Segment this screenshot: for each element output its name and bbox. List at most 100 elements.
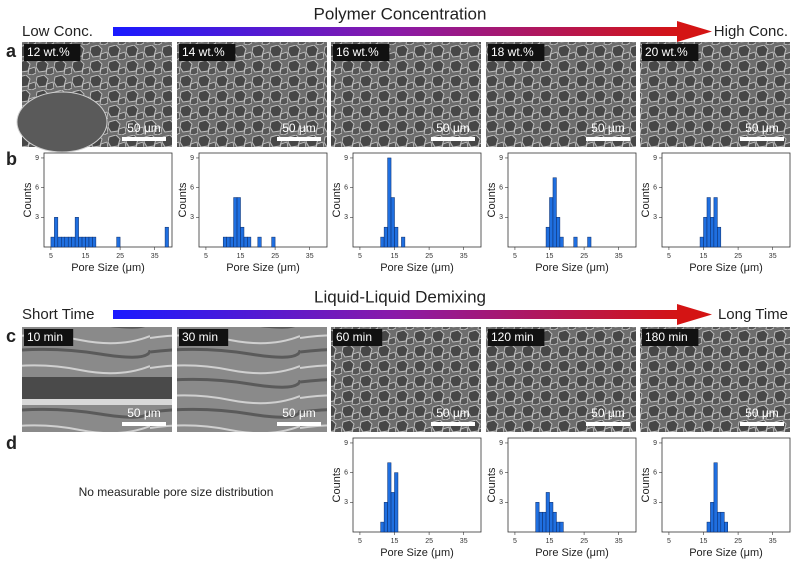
bar [78, 236, 83, 248]
image-label-bg [333, 329, 383, 346]
header-right: Long Time [718, 306, 788, 323]
x-axis-label: Pore Size (μm) [71, 262, 145, 274]
bar [50, 236, 55, 248]
image-label: 12 wt.% [27, 45, 70, 59]
bar [556, 217, 561, 248]
x-tick-label: 5 [513, 253, 517, 260]
plot-frame [43, 152, 173, 248]
image-label-bg [488, 44, 545, 61]
bar [383, 226, 388, 248]
y-tick-label: 3 [653, 214, 657, 221]
bar [587, 236, 592, 248]
sem-image: 12 wt.% 50 μm [16, 42, 172, 153]
bar [710, 502, 715, 533]
bar [542, 511, 547, 533]
scale-label: 50 μm [745, 406, 779, 420]
histogram: 5 15 25 35 3 6 9 Pore Size (μm) Counts [640, 437, 791, 559]
bar [538, 511, 543, 533]
bar [706, 197, 711, 248]
scale-label: 50 μm [591, 121, 625, 135]
bar [67, 236, 72, 248]
image-label-bg [642, 44, 699, 61]
x-tick-label: 25 [734, 253, 742, 260]
sem-image: 10 min 50 μm [22, 327, 172, 432]
bar [240, 226, 245, 248]
bar [724, 521, 728, 533]
bar [61, 236, 66, 248]
plot-frame [507, 152, 637, 248]
y-tick-label: 6 [344, 184, 348, 191]
x-tick-label: 15 [546, 253, 554, 260]
x-tick-label: 35 [769, 538, 777, 545]
y-tick-label: 3 [35, 214, 39, 221]
x-tick-label: 15 [546, 538, 554, 545]
histogram: 5 15 25 35 3 6 9 Pore Size (μm) Counts [331, 437, 482, 559]
bar [229, 236, 234, 248]
plot-frame [352, 437, 482, 533]
image-feature [22, 399, 172, 405]
x-tick-label: 25 [271, 253, 279, 260]
x-axis-label: Pore Size (μm) [689, 262, 763, 274]
bar [92, 236, 97, 248]
scale-bar [740, 422, 784, 426]
bar [243, 236, 248, 248]
y-tick-label: 3 [653, 499, 657, 506]
bar [706, 521, 711, 533]
x-tick-label: 5 [204, 253, 208, 260]
y-tick-label: 9 [653, 155, 657, 162]
image-label: 20 wt.% [645, 45, 688, 59]
panel-label: a [6, 41, 17, 61]
image-label-bg [24, 44, 81, 61]
scale-bar [740, 137, 784, 141]
y-tick-label: 6 [499, 184, 503, 191]
histogram: 5 15 25 35 3 6 9 Pore Size (μm) Counts [486, 437, 637, 559]
header-title: Liquid-Liquid Demixing [314, 287, 486, 306]
x-axis-label: Pore Size (μm) [689, 547, 763, 559]
x-tick-label: 35 [615, 253, 623, 260]
panel-label: c [6, 326, 16, 346]
sem-image: 30 min 50 μm [177, 327, 327, 432]
y-tick-label: 9 [344, 155, 348, 162]
x-axis-label: Pore Size (μm) [535, 262, 609, 274]
bar [394, 472, 399, 533]
x-tick-label: 15 [700, 253, 708, 260]
bar [222, 236, 227, 248]
scale-bar [586, 422, 630, 426]
image-label: 16 wt.% [336, 45, 379, 59]
x-tick-label: 35 [460, 253, 468, 260]
x-tick-label: 25 [425, 253, 433, 260]
y-tick-label: 9 [190, 155, 194, 162]
y-tick-label: 9 [344, 440, 348, 447]
x-tick-label: 15 [391, 253, 399, 260]
panel-label: d [6, 433, 17, 453]
bar [387, 157, 392, 248]
bar [720, 511, 725, 533]
bar [401, 236, 406, 248]
image-label-bg [488, 329, 545, 346]
x-tick-label: 15 [391, 538, 399, 545]
bar [559, 236, 564, 248]
bar [552, 177, 557, 248]
bar [387, 462, 392, 533]
y-tick-label: 3 [190, 214, 194, 221]
plot-frame [661, 152, 791, 248]
histogram: 5 15 25 35 3 6 9 Pore Size (μm) Counts [486, 152, 637, 274]
scale-label: 50 μm [436, 121, 470, 135]
y-tick-label: 9 [35, 155, 39, 162]
image-label-bg [642, 329, 699, 346]
histogram: 5 15 25 35 3 6 9 Pore Size (μm) Counts [331, 152, 482, 274]
bar [710, 217, 715, 248]
bar [226, 236, 231, 248]
scale-label: 50 μm [282, 121, 316, 135]
y-tick-label: 6 [499, 469, 503, 476]
y-tick-label: 9 [499, 155, 503, 162]
x-axis-label: Pore Size (μm) [535, 547, 609, 559]
x-tick-label: 35 [460, 538, 468, 545]
image-label: 120 min [491, 330, 534, 344]
scale-label: 50 μm [591, 406, 625, 420]
x-tick-label: 5 [513, 538, 517, 545]
image-label: 60 min [336, 330, 372, 344]
y-axis-label: Counts [331, 467, 343, 502]
bar [236, 197, 241, 248]
